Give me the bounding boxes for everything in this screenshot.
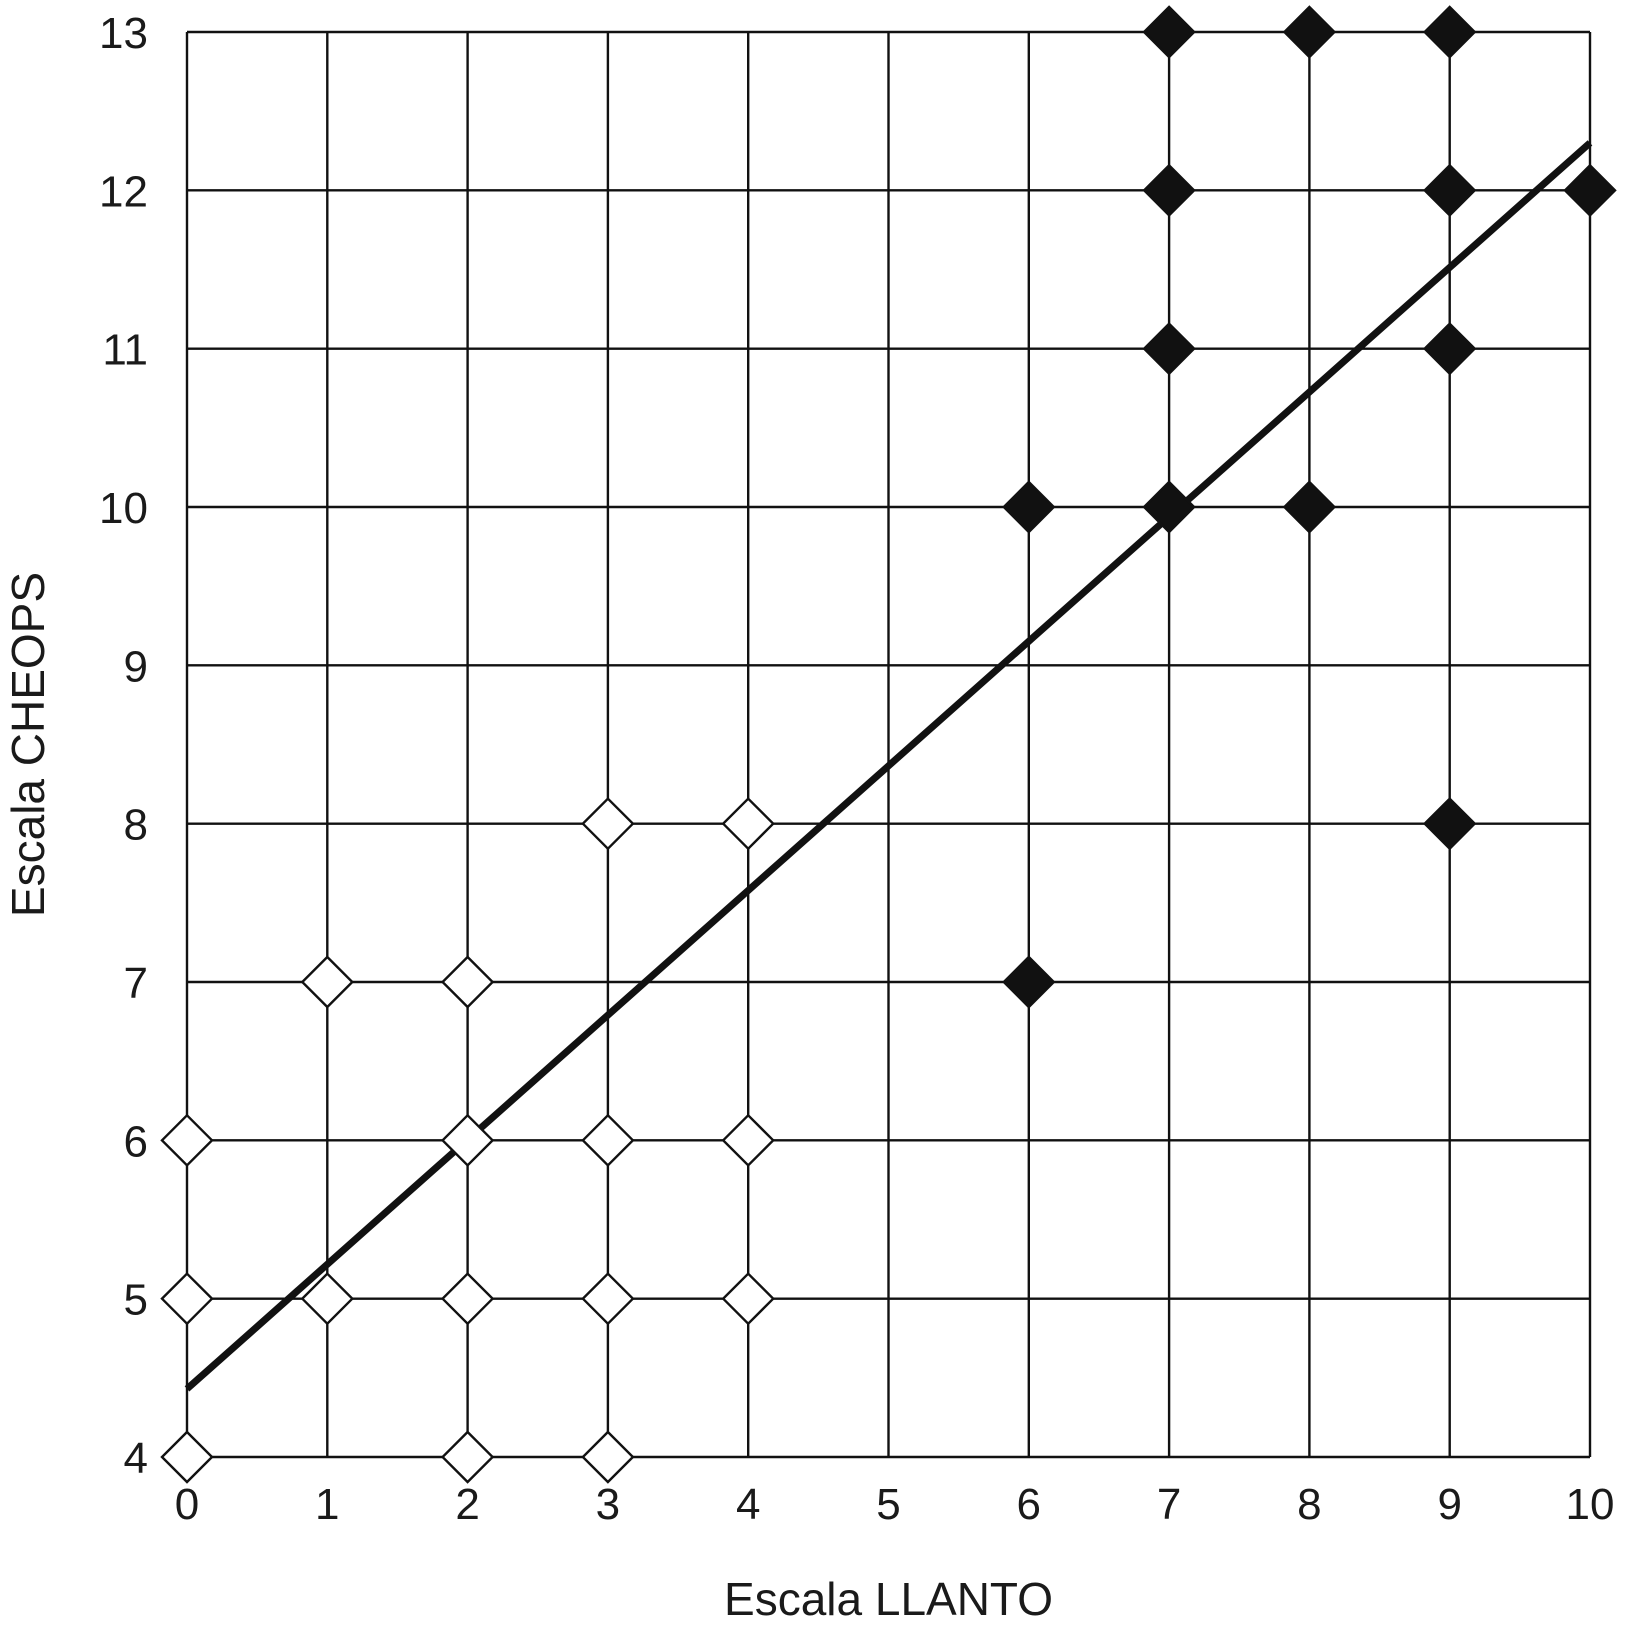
data-point-filled <box>1423 163 1477 218</box>
data-point-filled <box>1142 480 1196 534</box>
y-tick-label: 10 <box>99 484 148 533</box>
data-point-open <box>440 1113 495 1168</box>
data-point-filled <box>1423 796 1477 851</box>
y-axis-title: Escala CHEOPS <box>2 572 54 917</box>
data-point-open <box>581 796 635 851</box>
x-tick-label: 7 <box>1157 1480 1181 1529</box>
trend-line-layer <box>184 140 1593 1392</box>
data-point-open <box>721 1271 775 1326</box>
data-point-open <box>300 1271 354 1326</box>
data-point-open <box>300 955 354 1009</box>
x-tick-label: 4 <box>736 1480 760 1529</box>
y-tick-label: 13 <box>99 9 148 58</box>
x-tick-label: 10 <box>1566 1480 1615 1529</box>
data-point-filled <box>1002 480 1056 534</box>
x-tick-label: 0 <box>175 1480 199 1529</box>
data-point-open <box>440 955 495 1009</box>
data-point-open <box>721 796 775 851</box>
y-tick-label: 8 <box>124 801 148 850</box>
data-point-filled <box>1423 5 1477 59</box>
y-tick-label: 5 <box>124 1276 148 1325</box>
x-tick-label: 1 <box>315 1480 339 1529</box>
data-point-filled <box>1142 321 1196 376</box>
data-point-open <box>581 1113 635 1168</box>
data-point-filled <box>1423 321 1477 376</box>
data-point-open <box>581 1430 635 1484</box>
trend-line <box>184 140 1593 1392</box>
data-point-open <box>160 1430 214 1484</box>
grid <box>185 30 1592 1459</box>
x-tick-label: 8 <box>1297 1480 1321 1529</box>
data-point-filled <box>1142 163 1196 218</box>
y-tick-label: 6 <box>124 1117 148 1166</box>
x-tick-label: 5 <box>876 1480 900 1529</box>
data-point-open <box>160 1271 214 1326</box>
data-point-open <box>440 1430 495 1484</box>
x-tick-label: 6 <box>1017 1480 1041 1529</box>
data-points <box>160 5 1617 1484</box>
x-tick-label: 9 <box>1437 1480 1461 1529</box>
data-point-open <box>160 1113 214 1168</box>
data-point-filled <box>1282 5 1337 59</box>
data-point-filled <box>1002 955 1056 1009</box>
x-tick-label: 2 <box>455 1480 479 1529</box>
data-point-filled <box>1563 163 1617 218</box>
y-tick-label: 7 <box>124 959 148 1008</box>
y-tick-label: 12 <box>99 167 148 216</box>
x-axis-title: Escala LLANTO <box>724 1573 1053 1625</box>
x-tick-label: 3 <box>596 1480 620 1529</box>
data-point-open <box>721 1113 775 1168</box>
y-tick-label: 4 <box>124 1434 148 1483</box>
data-point-filled <box>1282 480 1337 534</box>
data-point-filled <box>1142 5 1196 59</box>
data-point-open <box>440 1271 495 1326</box>
data-point-open <box>581 1271 635 1326</box>
y-tick-label: 9 <box>124 642 148 691</box>
y-tick-label: 11 <box>102 326 148 375</box>
